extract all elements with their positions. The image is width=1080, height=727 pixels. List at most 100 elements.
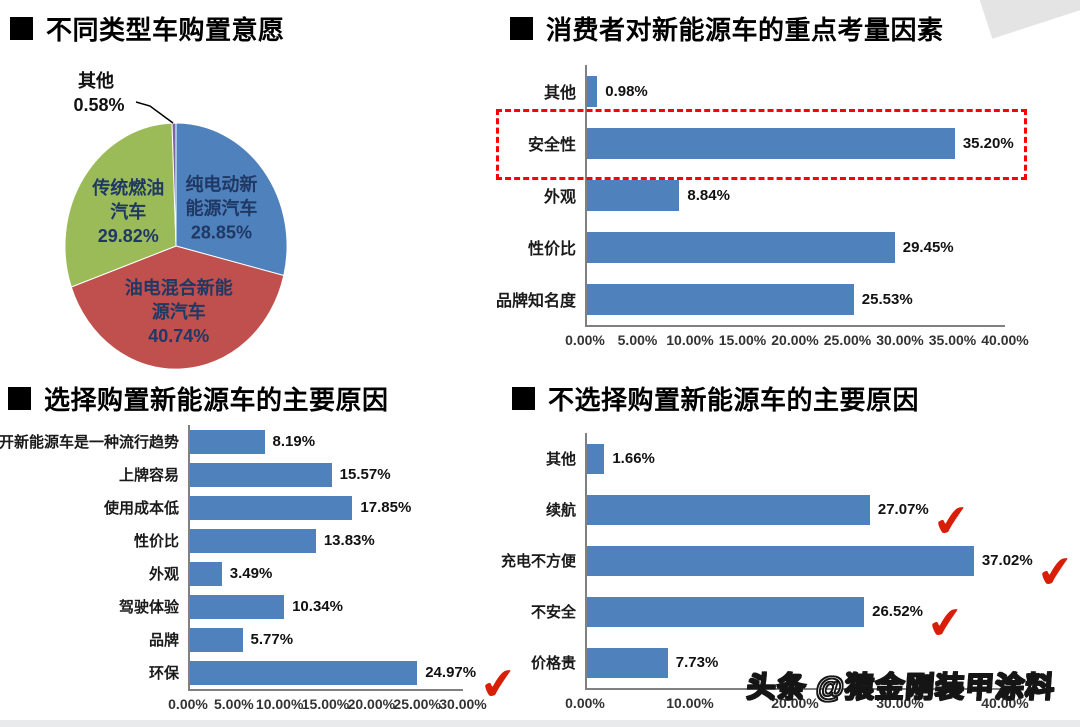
pie-callout-label-line2: 0.58% <box>73 95 124 115</box>
bar-row: 24.97% ✔ <box>188 656 519 710</box>
bar <box>587 179 680 211</box>
panel-reasons-not-choose: 不选择购置新能源车的主要原因 其他 1.66% 续航 27.07% ✔ 充电不方便 37.0… <box>500 370 1080 717</box>
watermark: 头条 @猿金刚装甲涂料 <box>745 671 1057 705</box>
bar-row: 0.98% <box>585 65 1005 117</box>
x-axis-tick-label: 30.00% <box>876 332 924 348</box>
bar-row: 17.85% <box>188 491 463 524</box>
panel-reasons-choose: 选择购置新能源车的主要原因 开新能源车是一种流行趋势 8.19% 上牌容易 15.57… <box>0 370 540 717</box>
category-label: 上牌容易 <box>118 467 179 484</box>
pie-slice-1 <box>70 245 285 370</box>
bar <box>190 660 418 685</box>
bar-chart-body: 开新能源车是一种流行趋势 8.19% 上牌容易 15.57% 使用成本低 17.85% 性价… <box>0 425 519 717</box>
bar-row: 26.52% ✔ <box>585 586 1005 649</box>
bar-row: 35.20% <box>585 117 1014 169</box>
value-label: 8.19% <box>272 433 316 450</box>
chart-title: 不同类型车购置意愿 <box>46 15 285 45</box>
value-label: 35.20% <box>962 134 1014 152</box>
pie-slice-0 <box>175 122 288 277</box>
chart-title-row: 不同类型车购置意愿 <box>0 0 500 47</box>
x-axis-tick-label: 25.00% <box>823 332 872 348</box>
category-label: 品牌 <box>148 632 179 649</box>
bar <box>190 561 222 586</box>
x-axis-ticks: 0.00% 5.00% 10.00% 15.00% 20.00% 25.00% 30.00% <box>168 689 487 717</box>
bar-row: 15.57% <box>188 458 463 491</box>
x-axis-tick-label: 20.00% <box>771 695 819 711</box>
bar <box>587 596 865 627</box>
category-label: 续航 <box>545 502 576 519</box>
bar <box>190 594 285 619</box>
x-axis-tick-label: 5.00% <box>617 332 658 348</box>
bar-row: 7.73% <box>585 637 1005 688</box>
category-label: 价格贵 <box>530 655 576 672</box>
bar <box>587 75 598 107</box>
category-label: 性价比 <box>133 533 179 550</box>
pie-callout-label-line1: 其他 <box>78 70 114 91</box>
value-label: 10.34% <box>292 598 343 615</box>
value-label: 17.85% <box>360 499 412 516</box>
x-axis-ticks: 0.00% 10.00% 20.00% 30.00% 40.00% <box>565 688 1029 716</box>
x-axis-ticks: 0.00% 5.00% 10.00% 15.00% 20.00% 25.00% 30.00%… <box>565 325 1029 353</box>
pie-slice-label: 传统燃油汽车 29.82% <box>91 177 164 246</box>
bar <box>587 127 955 159</box>
chart-title: 消费者对新能源车的重点考量因素 <box>546 15 944 45</box>
bar <box>587 231 895 263</box>
bar <box>587 443 605 474</box>
checkmark-icon: ✔ <box>1034 545 1077 599</box>
x-axis-tick-label: 40.00% <box>981 695 1029 711</box>
bar-row: 1.66% <box>585 433 1005 484</box>
x-axis-tick-label: 10.00% <box>255 696 304 712</box>
bar <box>190 462 332 487</box>
title-bullet-icon <box>512 387 535 410</box>
value-label: 37.02% <box>981 552 1033 569</box>
x-axis-tick-label: 40.00% <box>981 332 1029 348</box>
category-label: 性价比 <box>527 241 576 258</box>
value-label: 25.53% <box>861 290 913 308</box>
category-label: 外观 <box>148 566 179 583</box>
bar-row: 5.77% <box>188 623 463 656</box>
x-axis-tick-label: 20.00% <box>771 332 819 348</box>
x-axis-tick-label: 25.00% <box>393 696 441 712</box>
value-label: 26.52% <box>872 603 923 620</box>
x-axis-tick-label: 15.00% <box>718 332 767 348</box>
x-axis-tick-label: 10.00% <box>666 332 714 348</box>
category-label: 充电不方便 <box>500 553 576 570</box>
x-axis-tick-label: 15.00% <box>301 696 350 712</box>
pie-slice-label: 油电混合新能源汽车 40.74% <box>125 277 233 346</box>
bar-row: 13.83% <box>188 524 463 557</box>
bar-chart-body: 其他 1.66% 续航 27.07% ✔ 充电不方便 37.02% ✔ 不安全 26.52% ✔ 价格… <box>500 433 1076 716</box>
value-label: 3.49% <box>229 565 273 582</box>
value-label: 5.77% <box>250 631 294 648</box>
panel-purchase-intent: 不同类型车购置意愿 纯电动新能源汽车 28.85% 油电混合新能源汽车 40.74% 传… <box>0 0 500 370</box>
x-axis-tick-label: 10.00% <box>666 695 714 711</box>
panel-consideration-factors: 消费者对新能源车的重点考量因素 其他 0.98% 安全性 35.20% 外观 8.84% 性… <box>496 0 1080 370</box>
value-label: 1.66% <box>612 450 655 467</box>
bar-row: 8.84% <box>585 169 1005 221</box>
category-label: 其他 <box>543 85 576 102</box>
pie-callout-line <box>135 101 174 124</box>
bar-row: 10.34% <box>188 590 463 623</box>
bar <box>190 627 243 652</box>
x-axis-tick-label: 5.00% <box>213 696 254 712</box>
axis-spacer <box>0 689 188 717</box>
bar-chart-body: 其他 0.98% 安全性 35.20% 外观 8.84% 性价比 29.45% 品牌知名度 25.… <box>496 65 1029 353</box>
x-axis-tick-label: 0.00% <box>565 332 605 348</box>
chart-title: 不选择购置新能源车的主要原因 <box>548 385 920 415</box>
bar-row: 3.49% <box>188 557 463 590</box>
category-label: 其他 <box>545 451 576 468</box>
category-label: 使用成本低 <box>103 500 179 517</box>
x-axis-tick-label: 35.00% <box>928 332 977 348</box>
bar <box>190 429 265 454</box>
category-label: 开新能源车是一种流行趋势 <box>0 434 179 451</box>
bar <box>587 647 668 678</box>
title-bullet-icon <box>510 17 533 40</box>
bar-row: 37.02% ✔ <box>585 535 1076 598</box>
pie-slices: 纯电动新能源汽车 28.85% 油电混合新能源汽车 40.74% 传统燃油汽车 29.82… <box>64 122 288 370</box>
category-label: 环保 <box>148 665 179 682</box>
pie-svg: 纯电动新能源汽车 28.85% 油电混合新能源汽车 40.74% 传统燃油汽车 29.82… <box>64 70 288 370</box>
chart-title-row: 消费者对新能源车的重点考量因素 <box>500 0 1080 47</box>
bar-row: 27.07% ✔ <box>585 484 1005 547</box>
value-label: 29.45% <box>902 238 954 256</box>
x-axis-tick-label: 20.00% <box>347 696 396 712</box>
title-bullet-icon <box>10 17 33 40</box>
category-label: 安全性 <box>527 137 576 154</box>
